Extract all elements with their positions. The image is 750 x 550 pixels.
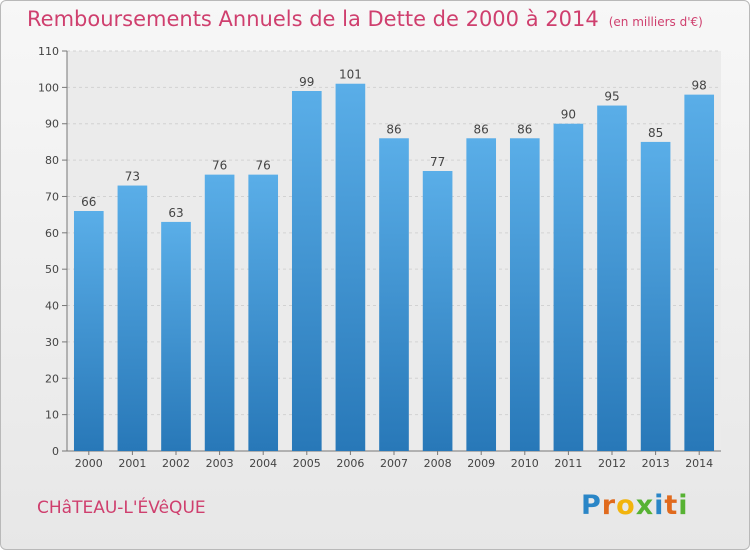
data-label: 95 <box>604 90 619 104</box>
chart-title-unit: (en milliers d'€) <box>608 15 703 29</box>
y-tick-labels: 0 10 20 30 40 50 60 70 80 90 100 110 <box>38 45 59 458</box>
bar <box>117 185 148 451</box>
x-tick-label: 2003 <box>206 457 234 470</box>
y-tick-label: 10 <box>45 409 59 422</box>
data-label: 86 <box>517 122 532 136</box>
data-label: 90 <box>561 108 576 122</box>
x-tick-label: 2011 <box>554 457 582 470</box>
bar <box>509 138 540 452</box>
y-tick-label: 20 <box>45 372 59 385</box>
x-tick-label: 2005 <box>293 457 321 470</box>
data-label: 73 <box>125 170 140 184</box>
bar <box>553 123 584 452</box>
bar <box>248 174 279 452</box>
bar <box>335 83 366 452</box>
bar <box>73 211 104 451</box>
x-tick-label: 2001 <box>118 457 146 470</box>
y-tick-label: 70 <box>45 190 59 203</box>
logo-letter: i <box>654 490 665 521</box>
y-tick-label: 50 <box>45 263 59 276</box>
x-tick-label: 2004 <box>249 457 277 470</box>
y-tick-label: 90 <box>45 118 59 131</box>
data-label: 77 <box>430 155 445 169</box>
y-tick-label: 100 <box>38 81 59 94</box>
y-tick-label: 0 <box>52 445 59 458</box>
bars <box>73 83 715 452</box>
data-label: 86 <box>386 122 401 136</box>
bar <box>161 221 191 451</box>
bar <box>684 94 715 452</box>
x-tick-label: 2009 <box>467 457 495 470</box>
bar <box>204 174 235 452</box>
data-label: 101 <box>339 68 362 82</box>
data-label: 63 <box>168 206 183 220</box>
logo-letter: r <box>601 490 617 521</box>
bar <box>466 138 497 452</box>
city-name: CHâTEAU-L'ÉVêQUE <box>37 498 206 518</box>
data-label: 85 <box>648 126 663 140</box>
x-tick-label: 2010 <box>511 457 539 470</box>
y-tick-label: 80 <box>45 154 59 167</box>
y-tick-label: 40 <box>45 300 59 313</box>
logo-letter: i <box>678 490 689 521</box>
proxiti-logo: Proxiti <box>581 490 689 521</box>
x-tick-labels: 2000 2001 2002 2003 2004 2005 2006 2007 2008 2009… <box>75 457 713 470</box>
x-tick-label: 2006 <box>336 457 364 470</box>
logo-letter: P <box>581 490 602 521</box>
x-tick-label: 2013 <box>642 457 670 470</box>
bar <box>422 171 453 451</box>
y-tick-label: 30 <box>45 336 59 349</box>
data-label: 76 <box>256 159 271 173</box>
data-labels: 66 73 63 76 76 99 101 86 77 86 86 90 95 85 98 <box>81 68 707 220</box>
data-label: 86 <box>474 122 489 136</box>
data-label: 98 <box>692 79 707 93</box>
bar <box>291 91 322 451</box>
x-tick-label: 2007 <box>380 457 408 470</box>
x-tick-label: 2002 <box>162 457 190 470</box>
chart-title: Remboursements Annuels de la Dette de 20… <box>27 7 703 31</box>
data-label: 99 <box>299 75 314 89</box>
logo-letter: o <box>616 490 636 521</box>
data-label: 66 <box>81 195 96 209</box>
chart-title-text: Remboursements Annuels de la Dette de 20… <box>27 7 599 31</box>
x-tick-label: 2012 <box>598 457 626 470</box>
bar <box>640 141 671 451</box>
logo-letter: t <box>664 490 679 521</box>
y-tick-label: 60 <box>45 227 59 240</box>
bar <box>597 105 627 451</box>
x-tick-label: 2008 <box>424 457 452 470</box>
data-label: 76 <box>212 159 227 173</box>
x-tick-label: 2000 <box>75 457 103 470</box>
y-tick-label: 110 <box>38 45 59 58</box>
bar <box>379 138 409 452</box>
x-tick-label: 2014 <box>685 457 713 470</box>
logo-letter: x <box>635 490 655 521</box>
